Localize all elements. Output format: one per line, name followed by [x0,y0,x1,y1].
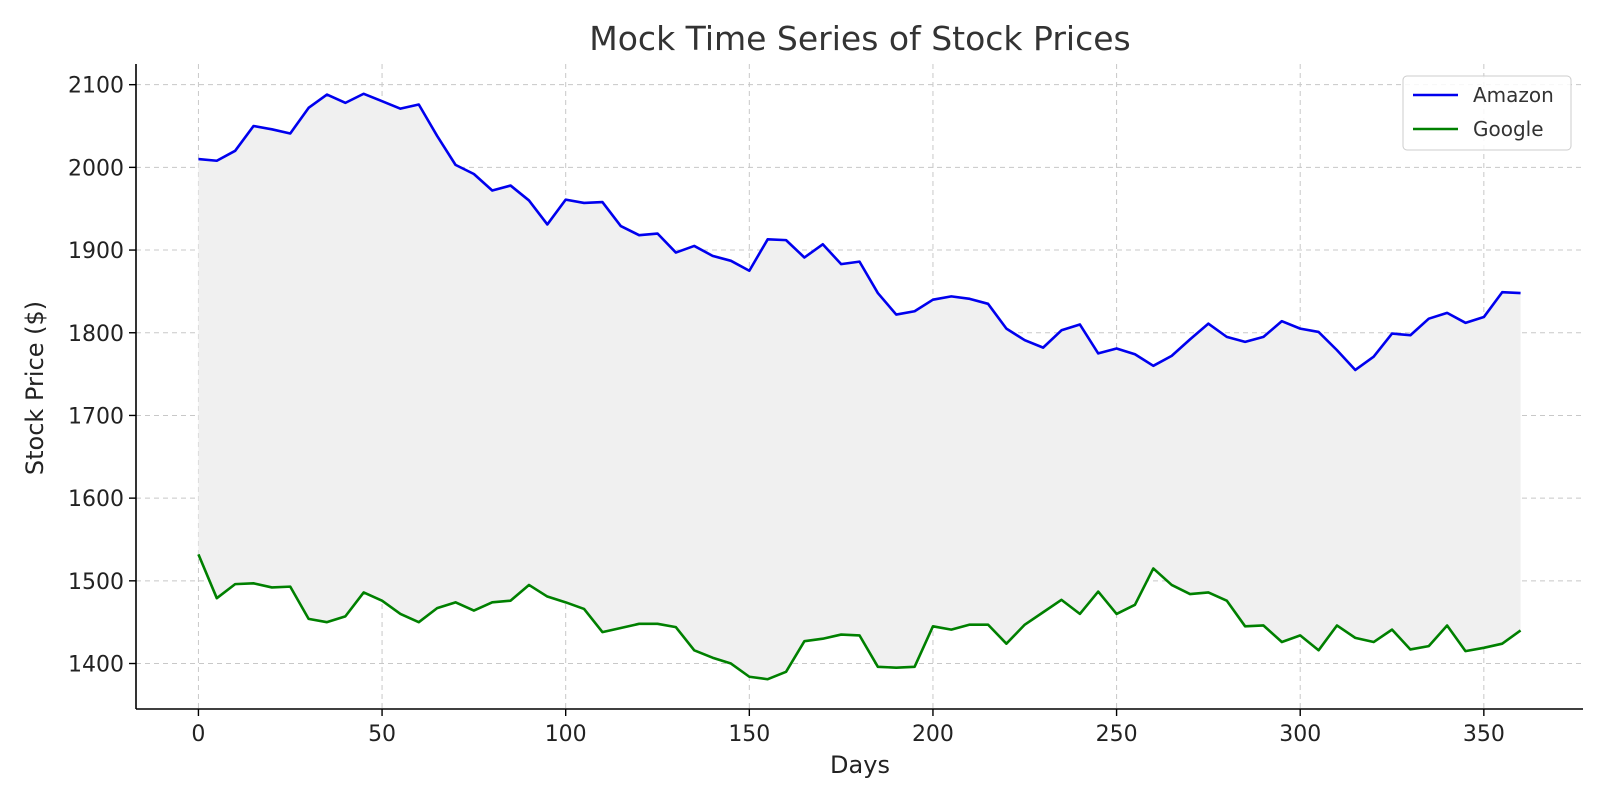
fill-between-area [198,93,1521,680]
y-tick-label: 2100 [68,74,124,99]
x-tick-label: 0 [191,722,205,747]
legend: Amazon Google [1402,75,1572,151]
series-lines [197,92,1522,681]
y-tick-label: 1400 [68,653,124,678]
x-tick-label: 100 [545,722,587,747]
series-line-google [197,553,1522,681]
x-axis-label: Days [830,751,890,779]
y-tick-label: 1500 [68,570,124,595]
legend-label-amazon: Amazon [1473,83,1554,107]
y-axis-label: Stock Price ($) [21,301,49,475]
x-tick-label: 200 [912,722,954,747]
series-line-amazon [198,92,1521,372]
legend-label-google: Google [1473,117,1544,141]
x-tick-label: 350 [1463,722,1505,747]
x-tick-label: 300 [1279,722,1321,747]
y-tick-label: 1800 [68,322,124,347]
y-tick-label: 2000 [68,156,124,181]
axes [129,64,1583,716]
chart-title: Mock Time Series of Stock Prices [589,19,1130,58]
x-tick-label: 50 [368,722,396,747]
x-tick-label: 250 [1096,722,1138,747]
y-tick-label: 1700 [68,404,124,429]
y-tick-label: 1900 [68,239,124,264]
tick-labels: 0 50 100 150 200 250 300 350 1400 1500 1600 1700 180… [68,74,1505,747]
x-tick-label: 150 [728,722,770,747]
y-tick-label: 1600 [68,487,124,512]
